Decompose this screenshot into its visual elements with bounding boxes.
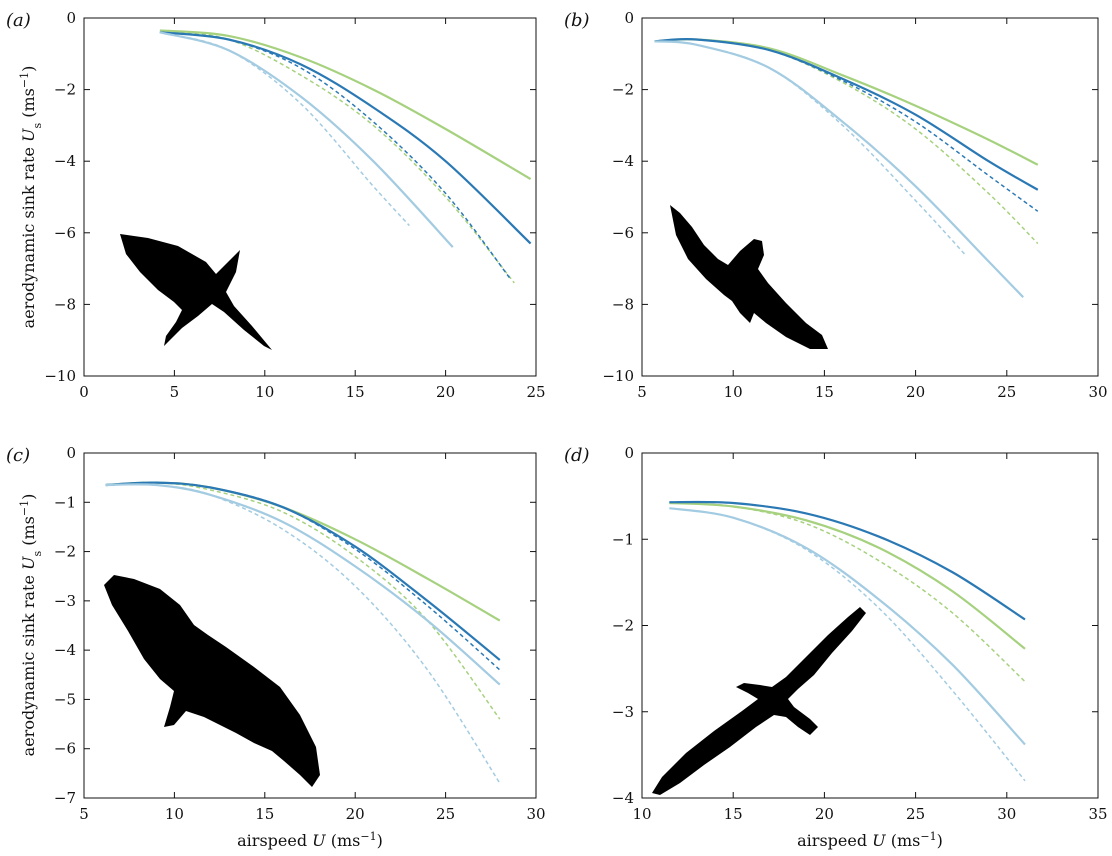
panel-label: (a) <box>6 10 31 31</box>
x-tick-label: 10 <box>165 805 184 823</box>
series-line-green-solid <box>159 29 532 181</box>
y-tick-label: 0 <box>624 9 634 27</box>
x-tick-label: 30 <box>997 805 1016 823</box>
y-tick-label: 0 <box>66 444 76 462</box>
plot-frame <box>83 452 537 799</box>
y-tick-label: −3 <box>612 703 634 721</box>
series-line-dark-blue-solid <box>159 31 532 245</box>
x-tick-label: 5 <box>79 805 89 823</box>
plot-frame <box>83 17 537 377</box>
panel-label: (b) <box>564 10 590 31</box>
x-tick-label: 15 <box>255 805 274 823</box>
y-tick-label: −3 <box>54 592 76 610</box>
x-tick-label: 15 <box>346 383 365 401</box>
y-tick-label: −4 <box>612 152 634 170</box>
y-tick-label: −6 <box>54 224 76 242</box>
y-tick-label: −7 <box>54 789 76 807</box>
series-line-light-blue-dashed <box>654 40 966 255</box>
series-line-green-dashed <box>159 29 515 284</box>
bird-silhouette-icon <box>670 205 828 349</box>
series-line-light-blue-dashed <box>159 31 410 227</box>
series-line-green-dashed <box>654 38 1039 245</box>
x-tick-label: 10 <box>632 805 651 823</box>
x-tick-label: 30 <box>1088 383 1107 401</box>
y-axis-label-top: aerodynamic sink rate Us (ms−1) <box>18 66 44 329</box>
panel-label: (c) <box>6 445 30 466</box>
x-tick-label: 15 <box>724 805 743 823</box>
x-tick-label: 25 <box>526 383 545 401</box>
x-tick-label: 20 <box>346 805 365 823</box>
y-axis-label-bottom: aerodynamic sink rate Us (ms−1) <box>18 494 44 757</box>
bird-silhouette-icon <box>652 607 866 795</box>
y-tick-label: −6 <box>54 740 76 758</box>
series-line-green-solid <box>654 38 1039 166</box>
x-tick-label: 20 <box>436 383 455 401</box>
y-tick-label: −2 <box>612 617 634 635</box>
series-line-dark-blue-dashed <box>669 501 1026 621</box>
y-tick-label: −5 <box>54 690 76 708</box>
x-tick-label: 10 <box>255 383 274 401</box>
bird-silhouette-icon <box>104 575 320 787</box>
series-line-light-blue-solid <box>159 31 454 248</box>
x-tick-label: 25 <box>997 383 1016 401</box>
x-tick-label: 25 <box>906 805 925 823</box>
series-line-dark-blue-dashed <box>654 38 1039 212</box>
y-tick-label: −10 <box>602 367 634 385</box>
y-tick-label: −4 <box>54 152 76 170</box>
panel-d: 10 15 20 25 30 35 −4 −3 −2 −1 0 (d) <box>564 444 1108 823</box>
y-tick-label: −2 <box>612 81 634 99</box>
y-tick-label: −8 <box>54 295 76 313</box>
series-line-light-blue-dashed <box>669 507 1026 782</box>
x-axis-label-right: airspeed U (ms−1) <box>797 830 943 851</box>
series-line-dark-blue-dashed <box>105 481 501 671</box>
y-tick-label: −6 <box>612 224 634 242</box>
x-tick-label: 15 <box>815 383 834 401</box>
y-tick-label: 0 <box>624 444 634 462</box>
x-tick-label: 30 <box>526 805 545 823</box>
series-line-dark-blue-dashed <box>159 31 512 280</box>
plot-frame <box>641 17 1099 377</box>
panel-b: 5 10 15 20 25 30 −10 −8 −6 −4 −2 0 (b) <box>564 9 1108 401</box>
panel-c: 5 10 15 20 25 30 −7 −6 −5 −4 −3 −2 −1 0 (c) <box>6 444 546 823</box>
x-tick-label: 0 <box>79 383 89 401</box>
y-tick-label: −2 <box>54 543 76 561</box>
y-tick-label: −4 <box>54 641 76 659</box>
y-tick-label: −1 <box>54 493 76 511</box>
x-tick-label: 5 <box>170 383 180 401</box>
series-line-green-dashed <box>669 502 1026 683</box>
series-line-light-blue-dashed <box>105 483 501 784</box>
x-tick-label: 20 <box>906 383 925 401</box>
series-line-dark-blue-solid <box>654 38 1039 191</box>
x-tick-label: 25 <box>436 805 455 823</box>
y-tick-label: −1 <box>612 530 634 548</box>
y-tick-label: −10 <box>44 367 76 385</box>
series-line-dark-blue-solid <box>669 500 1026 621</box>
x-tick-label: 20 <box>815 805 834 823</box>
panel-label: (d) <box>564 445 590 466</box>
x-axis-label-left: airspeed U (ms−1) <box>237 830 383 851</box>
y-tick-label: −2 <box>54 81 76 99</box>
panel-a: 0 5 10 15 20 25 −10 −8 −6 −4 −2 0 (a) <box>6 9 546 401</box>
y-tick-label: −4 <box>612 789 634 807</box>
bird-silhouette-icon <box>120 234 272 350</box>
y-tick-label: 0 <box>66 9 76 27</box>
x-tick-label: 35 <box>1088 805 1107 823</box>
x-tick-label: 5 <box>637 383 647 401</box>
x-tick-label: 10 <box>724 383 743 401</box>
y-tick-label: −8 <box>612 295 634 313</box>
